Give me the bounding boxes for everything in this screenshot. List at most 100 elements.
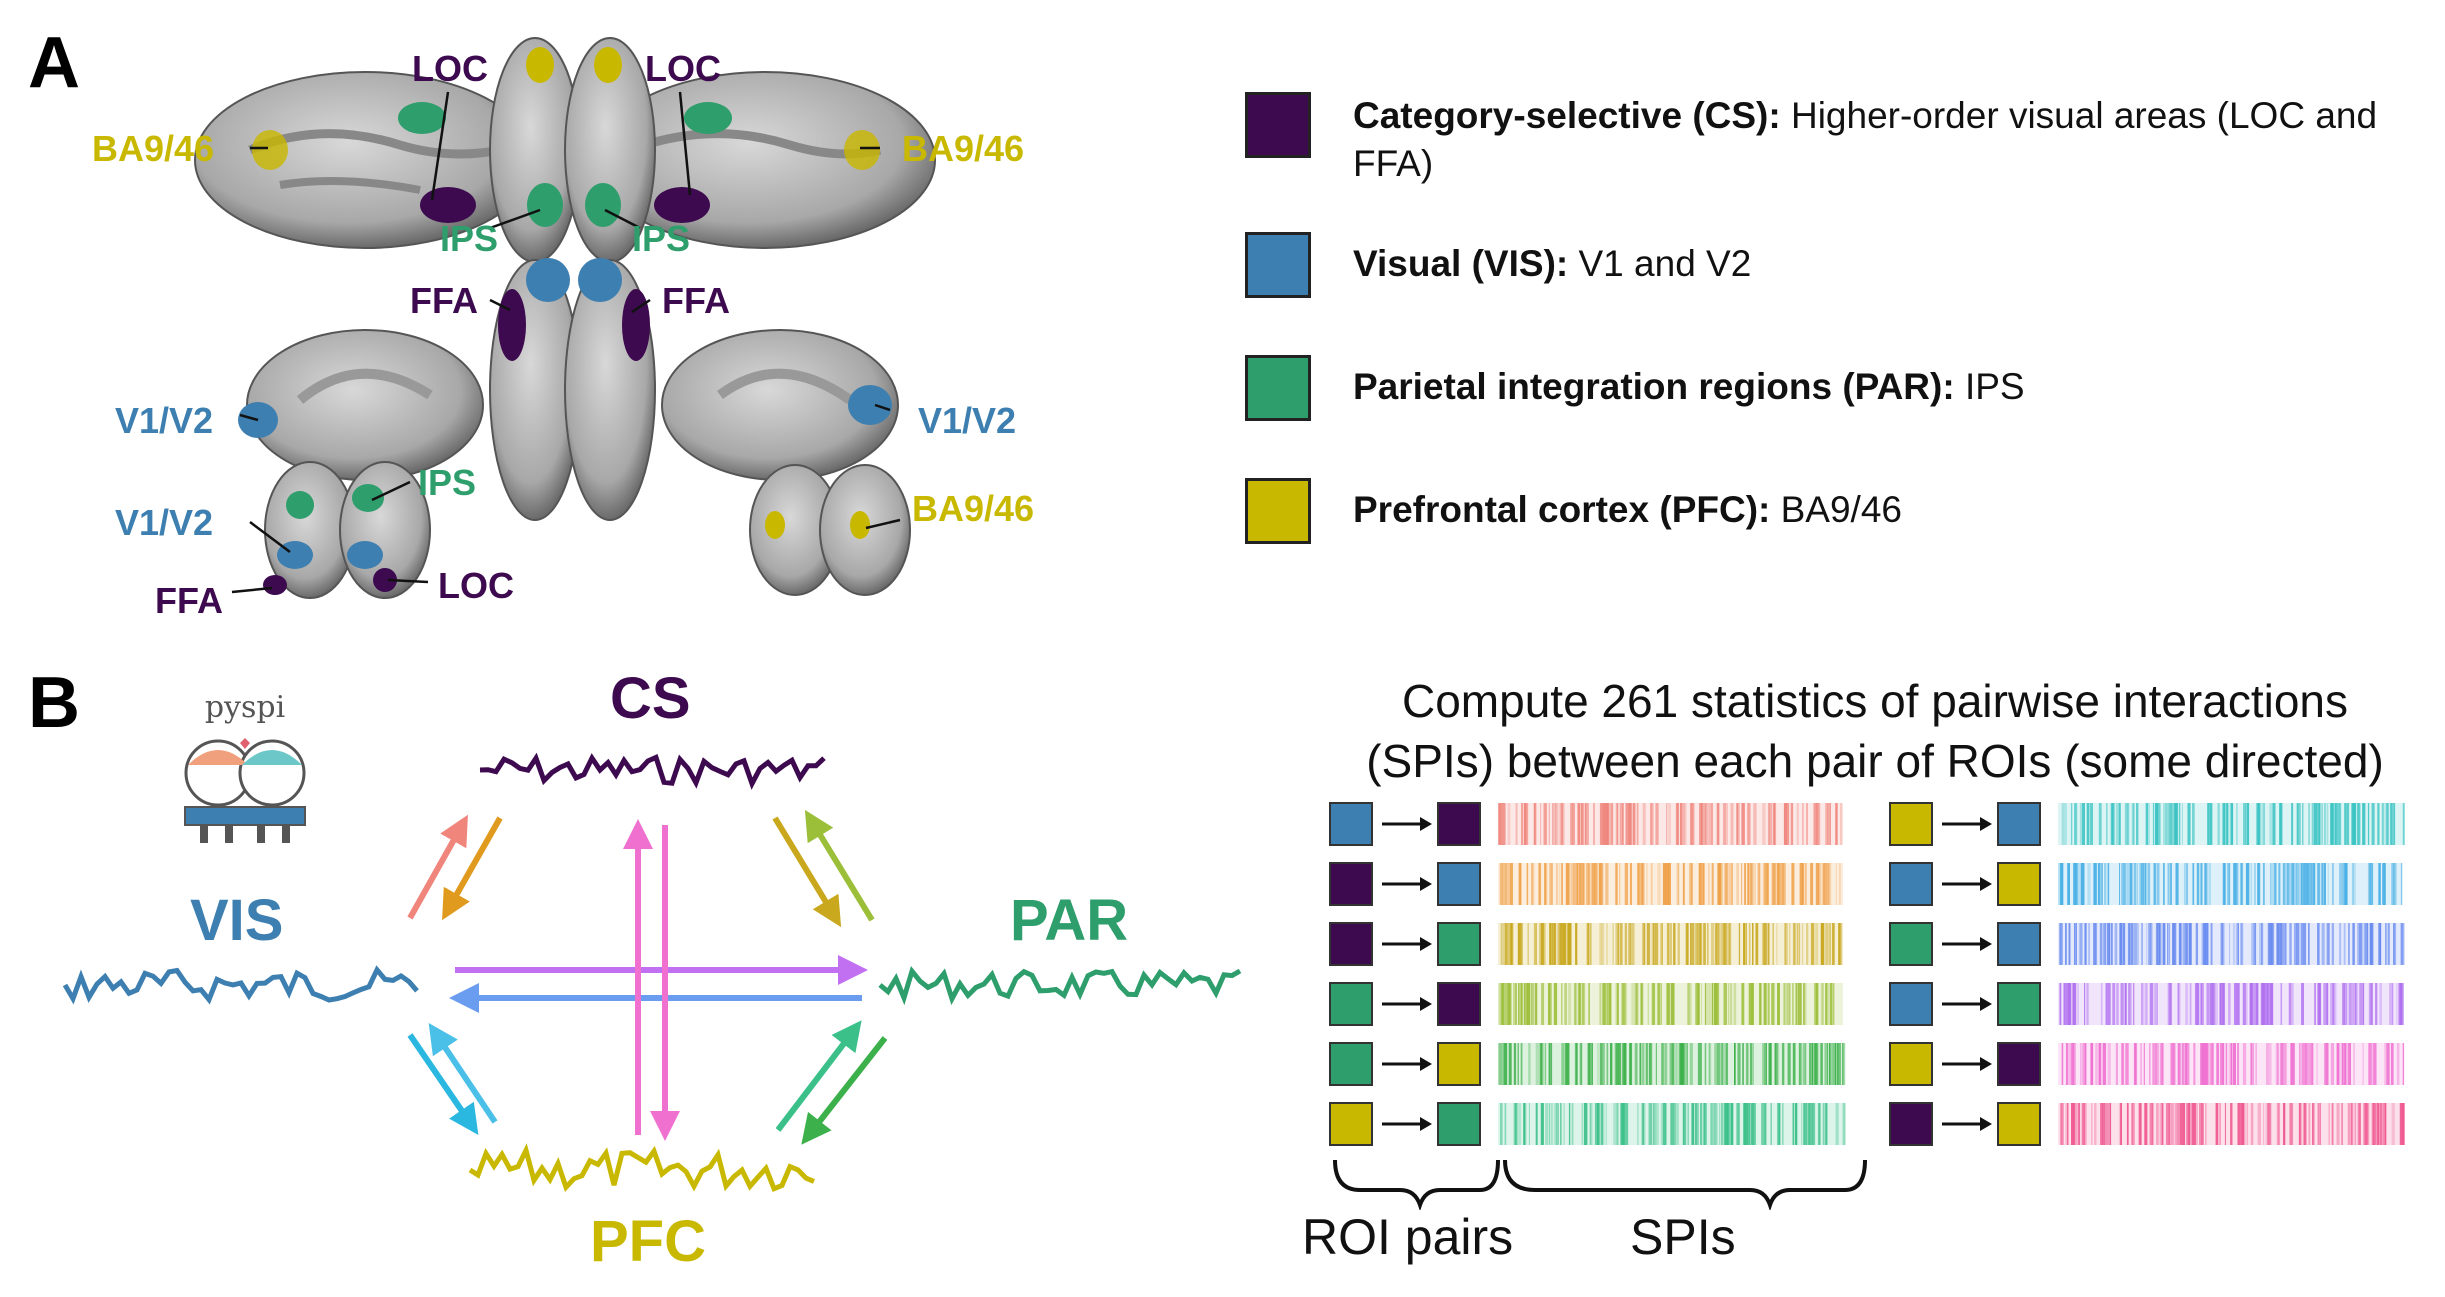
spi-bar-left-4-118	[1566, 1043, 1570, 1085]
spi-bar-right-4-18	[2349, 1043, 2351, 1085]
spi-bar-right-1-39	[2332, 863, 2334, 905]
spi-bar-right-3-45	[2314, 983, 2316, 1025]
spi-bar-left-4-99	[1610, 1043, 1612, 1085]
spi-bar-left-3-25	[1763, 983, 1766, 1025]
spi-bar-right-2-44	[2074, 923, 2076, 965]
spi-bar-right-2-24	[2251, 923, 2254, 965]
spi-bar-left-3-120	[1506, 983, 1510, 1025]
spi-bar-right-1-57	[2097, 863, 2100, 905]
spi-bar-left-4-127	[1689, 1043, 1693, 1085]
spi-bar-right-5-106	[2127, 1103, 2129, 1145]
spi-bar-right-4-68	[2396, 1043, 2400, 1085]
spi-bar-left-0-28	[1570, 803, 1574, 845]
spi-bar-right-1-70	[2060, 863, 2064, 905]
spi-bar-left-5-100	[1795, 1103, 1797, 1145]
spi-bar-left-0-121	[1593, 803, 1595, 845]
spi-bar-left-5-117	[1642, 1103, 1645, 1145]
spi-bar-right-1-16	[2288, 863, 2291, 905]
spi-bar-left-3-112	[1828, 983, 1830, 1025]
spi-bar-right-5-35	[2373, 1103, 2377, 1145]
spi-bar-right-2-29	[2093, 923, 2097, 965]
spi-bar-left-0-123	[1522, 803, 1524, 845]
spi-bar-right-4-94	[2293, 1043, 2295, 1085]
spi-bar-right-4-116	[2155, 1043, 2158, 1085]
spi-bar-right-2-115	[2357, 923, 2361, 965]
spi-bar-right-5-121	[2350, 1103, 2354, 1145]
pyspi-mascot-icon	[184, 738, 306, 843]
spi-bar-left-0-15	[1806, 803, 1808, 845]
spi-bar-right-5-50	[2268, 1103, 2272, 1145]
spi-bar-right-5-85	[2100, 1103, 2104, 1145]
spi-bar-right-4-91	[2324, 1043, 2326, 1085]
spi-bar-left-5-89	[1601, 1103, 1603, 1145]
spi-bar-right-4-82	[2372, 1043, 2376, 1085]
spi-bar-left-4-126	[1679, 1043, 1683, 1085]
spi-bar-left-2-80	[1650, 923, 1652, 965]
spi-bar-left-3-15	[1772, 983, 1775, 1025]
brace-roi-pairs	[1333, 1159, 1500, 1210]
spi-bar-right-4-96	[2268, 1043, 2272, 1085]
spi-bar-right-2-60	[2185, 923, 2189, 965]
spi-bar-left-5-82	[1584, 1103, 1588, 1145]
spi-bar-left-5-30	[1589, 1103, 1592, 1145]
network-diagram	[62, 752, 1242, 1192]
spi-bar-left-2-105	[1660, 923, 1663, 965]
spi-bar-right-4-113	[2095, 1043, 2098, 1085]
spi-bar-left-4-14	[1501, 1043, 1504, 1085]
spi-bar-left-2-95	[1653, 923, 1657, 965]
spi-bar-left-4-54	[1581, 1043, 1583, 1085]
spi-bar-right-0-94	[2377, 803, 2380, 845]
spi-bar-left-3-129	[1515, 983, 1517, 1025]
roi-label-ba-right: BA9/46	[902, 128, 1025, 169]
spi-bar-right-4-56	[2342, 1043, 2345, 1085]
spi-bar-right-4-15	[2255, 1043, 2257, 1085]
spi-bar-right-5-98	[2103, 1103, 2107, 1145]
spi-bar-right-3-50	[2195, 983, 2198, 1025]
roi-square-right-5-to	[1997, 1102, 2041, 1146]
spi-bar-left-4-52	[1787, 1043, 1791, 1085]
spi-bar-left-0-1	[1717, 803, 1720, 845]
spi-bar-right-3-78	[2195, 983, 2197, 1025]
region-label-pfc: PFC	[590, 1209, 706, 1274]
pair-arrowhead-left-4	[1420, 1057, 1432, 1071]
spi-bar-left-2-1	[1806, 923, 1809, 965]
spi-bar-left-1-114	[1519, 863, 1522, 905]
spi-bar-left-3-122	[1667, 983, 1671, 1025]
spi-bar-right-4-124	[2281, 1043, 2284, 1085]
spi-bar-right-3-116	[2318, 983, 2321, 1025]
spi-bar-right-1-24	[2286, 863, 2289, 905]
spi-bar-right-0-65	[2145, 803, 2149, 845]
spi-bar-right-5-82	[2363, 1103, 2366, 1145]
spi-bar-right-3-19	[2084, 983, 2086, 1025]
spi-bar-left-5-128	[1571, 1103, 1574, 1145]
spi-bar-right-3-7	[2326, 983, 2329, 1025]
spi-bar-left-1-105	[1777, 863, 1781, 905]
spi-bar-left-3-107	[1792, 983, 1794, 1025]
spi-bar-right-4-21	[2177, 1043, 2179, 1085]
spi-bar-left-5-24	[1672, 1103, 1675, 1145]
spi-bar-right-5-0	[2399, 1103, 2403, 1145]
spi-bar-left-5-105	[1750, 1103, 1754, 1145]
spi-bar-left-0-107	[1730, 803, 1734, 845]
spi-bar-left-4-84	[1665, 1043, 1668, 1085]
spi-bar-right-3-74	[2266, 983, 2268, 1025]
spi-bar-right-2-107	[2084, 923, 2087, 965]
spi-bar-left-2-56	[1617, 923, 1620, 965]
spi-bar-left-5-53	[1810, 1103, 1814, 1145]
spi-bar-right-2-79	[2106, 923, 2110, 965]
spi-bar-left-5-81	[1622, 1103, 1626, 1145]
spi-bar-left-4-20	[1514, 1043, 1516, 1085]
spi-bar-right-1-9	[2147, 863, 2151, 905]
spi-bar-right-4-4	[2156, 1043, 2159, 1085]
region-label-vis: VIS	[190, 888, 284, 953]
spi-bar-left-3-85	[1759, 983, 1761, 1025]
spi-bar-right-3-0	[2141, 983, 2145, 1025]
spi-bar-right-5-91	[2328, 1103, 2330, 1145]
spi-bar-right-1-67	[2392, 863, 2396, 905]
spi-bar-left-4-114	[1720, 1043, 1724, 1085]
spi-bar-right-2-20	[2156, 923, 2159, 965]
spi-bar-right-5-66	[2149, 1103, 2153, 1145]
spi-bar-left-2-68	[1519, 923, 1521, 965]
spi-bar-left-1-124	[1579, 863, 1583, 905]
spi-bar-right-5-117	[2066, 1103, 2069, 1145]
